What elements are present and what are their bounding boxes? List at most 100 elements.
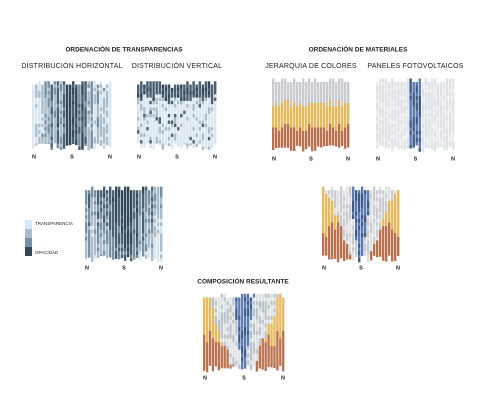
- stripe: [373, 200, 376, 205]
- stripe: [451, 131, 455, 142]
- stripe: [146, 123, 149, 128]
- stripe: [173, 133, 177, 141]
- stripe: [376, 131, 379, 135]
- stripe: [415, 117, 418, 125]
- stripe: [361, 193, 364, 209]
- stripe: [192, 81, 195, 92]
- stripe: [445, 117, 449, 121]
- stripe: [344, 82, 347, 104]
- stripe: [332, 127, 335, 146]
- stripe: [105, 110, 109, 118]
- stripe: [47, 123, 50, 134]
- stripe: [445, 120, 449, 128]
- stripe: [382, 78, 385, 83]
- stripe: [204, 120, 208, 125]
- stripe: [445, 99, 449, 111]
- stripe: [164, 97, 168, 102]
- stripe: [195, 87, 198, 92]
- stripe: [255, 293, 259, 302]
- stripe: [299, 103, 302, 128]
- stripe: [246, 364, 250, 366]
- stripe: [93, 81, 97, 89]
- stripe: [436, 85, 440, 107]
- stripe: [167, 120, 171, 125]
- stripe: [439, 131, 443, 139]
- legend-swatch: [25, 238, 32, 247]
- stripe: [278, 131, 281, 148]
- stripe: [167, 143, 171, 147]
- stripe: [270, 319, 273, 324]
- stripe: [258, 308, 261, 317]
- stripe: [205, 297, 209, 343]
- stripe: [59, 117, 63, 125]
- stripe: [415, 82, 418, 86]
- stripe: [177, 94, 180, 98]
- stripe: [53, 84, 57, 89]
- stripe: [409, 145, 412, 149]
- stripe: [355, 211, 358, 216]
- stripe: [226, 345, 229, 350]
- stripe: [376, 229, 379, 238]
- stripe: [186, 107, 189, 118]
- stripe: [214, 323, 218, 343]
- stripe: [214, 308, 218, 313]
- stripe: [320, 103, 323, 128]
- stripe: [198, 130, 202, 141]
- stripe: [305, 131, 308, 150]
- stripe: [145, 186, 148, 191]
- stripe: [267, 319, 270, 324]
- stripe: [341, 131, 344, 146]
- stripe: [406, 106, 409, 111]
- stripe: [157, 229, 160, 234]
- stripe: [155, 94, 158, 98]
- stripe: [145, 236, 148, 245]
- stripe: [361, 215, 364, 220]
- stripe: [334, 215, 337, 230]
- stripe: [167, 87, 171, 95]
- stripe: [238, 297, 241, 317]
- stripe: [400, 145, 403, 149]
- stripe: [376, 134, 379, 142]
- stripe: [100, 229, 103, 234]
- stripe: [241, 357, 244, 362]
- stripe: [78, 104, 81, 108]
- stripe: [148, 215, 151, 220]
- stripe: [158, 123, 162, 128]
- stripe: [87, 100, 90, 105]
- stripe: [278, 106, 281, 132]
- stripe: [317, 127, 320, 147]
- stripe: [367, 190, 370, 202]
- stripe: [214, 316, 218, 324]
- stripe: [252, 297, 256, 302]
- stripe: [385, 197, 388, 202]
- stripe: [143, 117, 146, 121]
- stripe: [192, 114, 195, 118]
- stripe: [93, 143, 97, 149]
- stripe: [412, 92, 415, 107]
- stripe: [382, 218, 385, 227]
- stripe: [102, 127, 106, 144]
- stripe: [451, 96, 455, 100]
- stripe: [50, 127, 53, 138]
- stripe: [173, 140, 177, 144]
- stripe: [47, 120, 50, 125]
- stripe: [102, 91, 106, 98]
- stripe: [376, 124, 379, 132]
- stripe: [35, 143, 38, 146]
- stripe: [97, 222, 100, 227]
- stripe: [391, 99, 394, 111]
- stripe: [358, 229, 361, 245]
- stripe: [388, 222, 391, 256]
- stripe: [152, 117, 155, 150]
- stripe: [87, 84, 90, 89]
- stripe: [102, 97, 106, 115]
- stripe: [442, 96, 446, 100]
- stripe: [102, 146, 106, 149]
- stripe: [149, 91, 152, 98]
- stripe: [284, 78, 287, 100]
- stripe: [97, 204, 100, 213]
- stripe: [140, 143, 143, 149]
- stripe: [59, 104, 63, 112]
- stripe: [103, 208, 106, 216]
- stripe: [415, 131, 418, 135]
